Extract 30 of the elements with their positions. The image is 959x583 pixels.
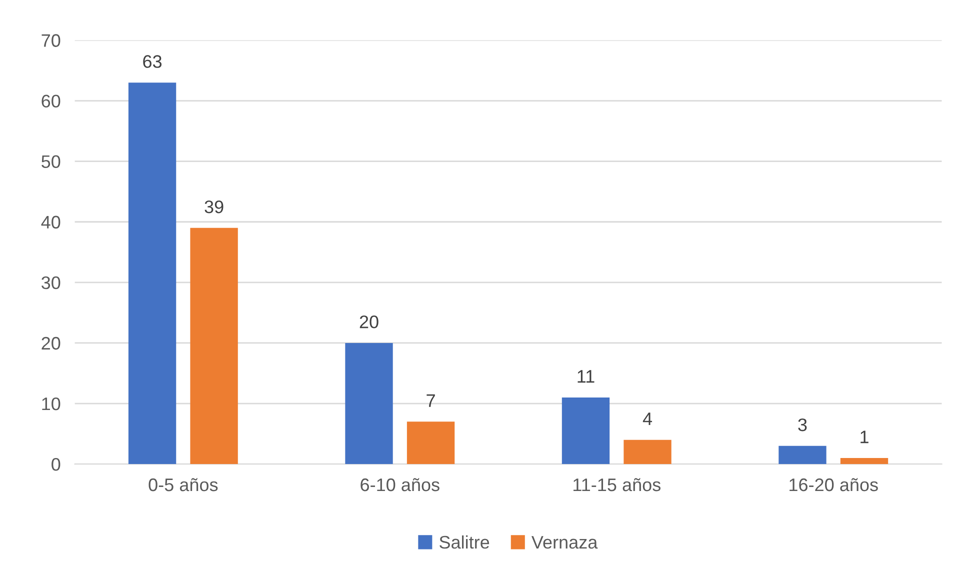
data-label: 63 — [143, 55, 162, 68]
data-label: 7 — [426, 394, 435, 407]
y-tick-label: 30 — [42, 276, 60, 290]
bar — [778, 446, 826, 464]
data-label: 39 — [204, 200, 224, 214]
legend-label: Vernaza — [532, 536, 598, 549]
x-tick-label: 0-5 años — [148, 478, 218, 492]
x-tick-label: 11-15 años — [574, 478, 660, 492]
bar — [128, 82, 176, 464]
y-tick-label: 70 — [42, 34, 60, 47]
bar — [624, 440, 672, 464]
bar — [562, 397, 610, 464]
legend-label: Salitre — [440, 535, 490, 549]
y-tick-label: 10 — [42, 397, 60, 410]
x-tick-label: 16-20 años — [790, 478, 878, 492]
data-label: 11 — [578, 370, 594, 383]
bar — [345, 342, 393, 464]
y-tick-label: 20 — [42, 336, 60, 350]
data-label: 20 — [360, 316, 378, 328]
data-label: 4 — [642, 412, 652, 425]
x-tick-label: 6-10 años — [360, 478, 440, 492]
y-tick-label: 60 — [42, 94, 60, 108]
bar — [406, 422, 455, 464]
bar — [840, 458, 888, 464]
y-tick-label: 40 — [41, 216, 60, 229]
data-label: 1 — [860, 430, 868, 444]
data-label: 3 — [798, 418, 807, 432]
bar — [190, 228, 238, 464]
y-tick-label: 50 — [42, 155, 60, 168]
y-tick-label: 0 — [52, 458, 60, 471]
